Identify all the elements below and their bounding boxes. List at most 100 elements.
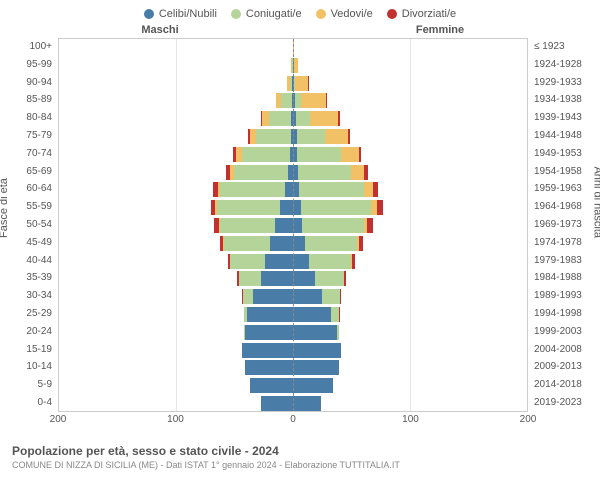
bar-segment <box>338 111 340 126</box>
legend-item: Divorziati/e <box>387 8 456 20</box>
female-bar <box>293 342 527 360</box>
bar-segment <box>297 129 325 144</box>
year-label: 1969-1973 <box>530 216 600 234</box>
female-bar <box>293 128 527 146</box>
male-bar <box>59 395 293 413</box>
bar-segment <box>220 218 276 233</box>
bar-segment <box>245 360 293 375</box>
x-tick: 200 <box>520 414 537 425</box>
bar-segment <box>293 254 309 269</box>
bar-segment <box>302 218 363 233</box>
female-bar <box>293 146 527 164</box>
female-bar <box>293 395 527 413</box>
bar-segment <box>250 378 293 393</box>
male-bar <box>59 253 293 271</box>
bar-segment <box>285 182 293 197</box>
male-bar <box>59 164 293 182</box>
male-bar <box>59 235 293 253</box>
bar-segment <box>293 307 331 322</box>
male-bar <box>59 306 293 324</box>
bar-segment <box>269 111 291 126</box>
bar-segment <box>359 236 363 251</box>
year-label: 2014-2018 <box>530 376 600 394</box>
center-line <box>293 39 294 411</box>
year-label: 1949-1953 <box>530 145 600 163</box>
age-label: 40-44 <box>0 252 56 270</box>
bar-segment <box>325 129 348 144</box>
year-label: 1959-1963 <box>530 180 600 198</box>
bar-segment <box>364 182 373 197</box>
bar-segment <box>243 289 254 304</box>
bar-segment <box>344 271 346 286</box>
bar-segment <box>297 147 341 162</box>
male-bar <box>59 359 293 377</box>
age-label: 35-39 <box>0 269 56 287</box>
year-label: 2009-2013 <box>530 358 600 376</box>
legend-label: Vedovi/e <box>331 8 373 20</box>
legend-item: Coniugati/e <box>231 8 302 20</box>
bar-segment <box>331 307 339 322</box>
bar-segment <box>230 254 265 269</box>
female-bar <box>293 235 527 253</box>
male-bar <box>59 324 293 342</box>
male-bar <box>59 128 293 146</box>
year-label: 1994-1998 <box>530 305 600 323</box>
year-label: 2019-2023 <box>530 394 600 412</box>
age-label: 100+ <box>0 38 56 56</box>
bar-segment <box>367 218 372 233</box>
year-label: 1964-1968 <box>530 198 600 216</box>
bar-segment <box>293 343 341 358</box>
bar-segment <box>373 182 378 197</box>
legend-swatch <box>316 9 326 19</box>
bar-segment <box>220 182 284 197</box>
bar-segment <box>296 111 310 126</box>
age-label: 90-94 <box>0 74 56 92</box>
footer: Popolazione per età, sesso e stato civil… <box>0 438 600 470</box>
age-label: 20-24 <box>0 323 56 341</box>
age-labels: 100+95-9990-9485-8980-8475-7970-7465-696… <box>0 38 56 412</box>
age-label: 0-4 <box>0 394 56 412</box>
header-female: Femmine <box>300 24 540 36</box>
bar-segment <box>305 236 358 251</box>
bar-segment <box>247 307 293 322</box>
female-bar <box>293 199 527 217</box>
legend-label: Coniugati/e <box>246 8 302 20</box>
x-tick: 100 <box>402 414 419 425</box>
age-label: 70-74 <box>0 145 56 163</box>
bar-segment <box>281 93 292 108</box>
bar-segment <box>339 307 340 322</box>
male-bar <box>59 181 293 199</box>
bar-segment <box>293 378 333 393</box>
bar-segment <box>242 343 293 358</box>
bar-segment <box>242 147 290 162</box>
female-bar <box>293 39 527 57</box>
year-label: ≤ 1923 <box>530 38 600 56</box>
year-label: 1974-1978 <box>530 234 600 252</box>
female-bar <box>293 164 527 182</box>
bar-segment <box>217 200 280 215</box>
bar-segment <box>262 111 269 126</box>
age-label: 85-89 <box>0 91 56 109</box>
bar-segment <box>348 129 350 144</box>
age-label: 65-69 <box>0 163 56 181</box>
female-bar <box>293 110 527 128</box>
bar-segment <box>308 76 309 91</box>
male-bar <box>59 75 293 93</box>
female-bar <box>293 57 527 75</box>
female-bar <box>293 324 527 342</box>
bar-segment <box>270 236 293 251</box>
year-label: 1954-1958 <box>530 163 600 181</box>
bar-segment <box>340 289 341 304</box>
female-bar <box>293 181 527 199</box>
chart-title: Popolazione per età, sesso e stato civil… <box>12 444 588 458</box>
chart-subtitle: COMUNE DI NIZZA DI SICILIA (ME) - Dati I… <box>12 460 588 470</box>
legend-item: Celibi/Nubili <box>144 8 217 20</box>
age-label: 25-29 <box>0 305 56 323</box>
bar-segment <box>377 200 383 215</box>
plot-area <box>58 38 528 412</box>
bar-segment <box>364 165 368 180</box>
bar-segment <box>253 289 293 304</box>
bar-segment <box>322 289 340 304</box>
bar-segment <box>293 396 321 411</box>
gender-headers: Maschi Femmine <box>0 24 600 38</box>
